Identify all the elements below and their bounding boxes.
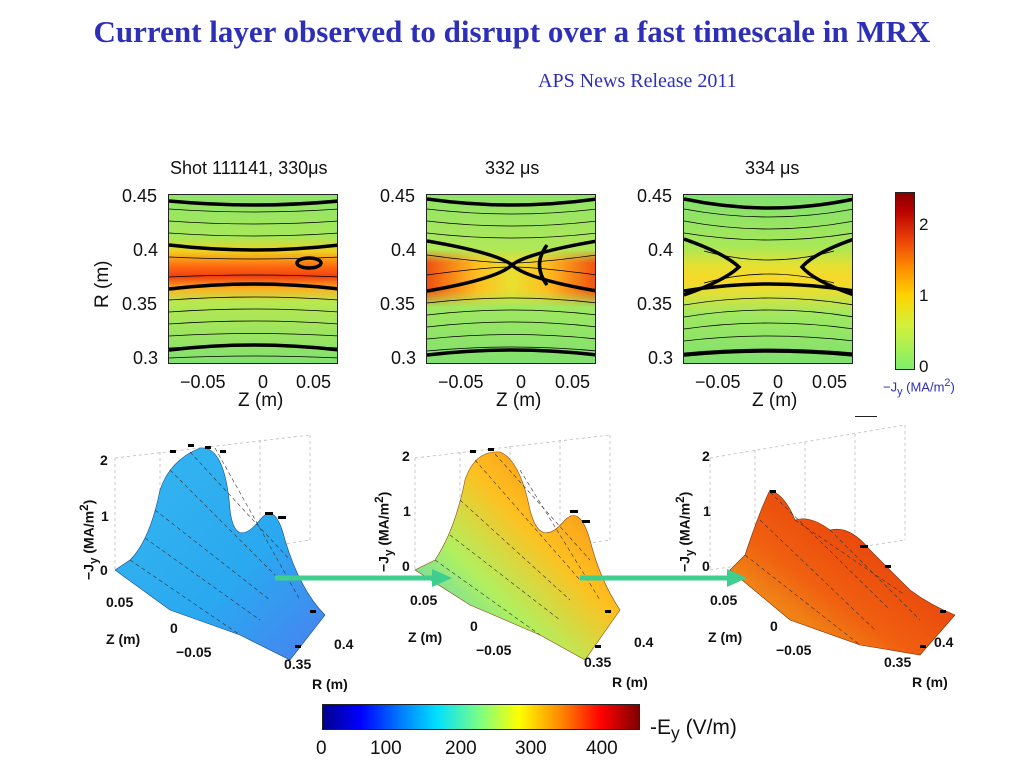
r-tick-3-04: 0.4 — [648, 240, 674, 260]
surf2-z-label: Z (m) — [408, 629, 443, 645]
surf2-jy-label: −Jy (MA/m2) — [373, 491, 396, 572]
transition-arrow-1 — [275, 569, 452, 587]
r-tick-3-035: 0.35 — [637, 294, 673, 314]
ey-tick-200: 200 — [445, 738, 477, 759]
z-tick-3-neg: −0.05 — [695, 372, 741, 392]
surf3-r-tick-04: 0.4 — [934, 634, 954, 650]
jy-colorbar-label: −Jy (MA/m2) — [883, 377, 955, 398]
z-tick-1-zero: 0 — [258, 372, 269, 392]
z-axis-label-1: Z (m) — [238, 390, 284, 411]
z-tick-2-neg: −0.05 — [438, 372, 484, 392]
contour-panel-330us — [168, 194, 338, 364]
z-tick-3-pos: 0.05 — [812, 372, 848, 392]
surf3-r-tick-035: 0.35 — [884, 654, 912, 670]
r-tick-3-03: 0.3 — [648, 348, 674, 368]
r-tick-2-03: 0.3 — [391, 348, 417, 368]
surf3-r-label: R (m) — [912, 674, 948, 690]
surf2-jy-tick-0: 0 — [402, 558, 410, 574]
surf3-jy-label: −Jy (MA/m2) — [674, 491, 697, 572]
z-tick-1-neg: −0.05 — [180, 372, 226, 392]
z-tick-2-zero: 0 — [516, 372, 527, 392]
surf2-z-tick-zero: 0 — [470, 618, 478, 634]
surface-plot-330us — [114, 434, 326, 661]
surf1-jy-tick-0: 0 — [100, 562, 108, 578]
surf1-z-tick-neg: −0.05 — [176, 644, 212, 660]
surf1-r-tick-04: 0.4 — [334, 636, 354, 652]
panel-title-3: 334 μs — [745, 158, 800, 178]
jy-colorbar-tick-2: 2 — [919, 215, 929, 234]
z-axis-label-3: Z (m) — [752, 390, 798, 411]
surf3-z-tick-neg: −0.05 — [776, 642, 812, 658]
surface-plot-332us — [414, 434, 621, 661]
ey-colorbar-label: -Ey (V/m) — [650, 716, 737, 744]
jy-colorbar-tick-1: 1 — [919, 286, 929, 305]
surf1-jy-label: −Jy (MA/m2) — [78, 499, 101, 580]
z-tick-1-pos: 0.05 — [296, 372, 332, 392]
surf2-jy-tick-1: 1 — [403, 503, 411, 519]
surf1-r-tick-035: 0.35 — [284, 656, 312, 672]
contour-panel-334us — [683, 194, 853, 364]
panel-title-2: 332 μs — [485, 158, 540, 178]
surf3-z-tick-pos: 0.05 — [710, 592, 738, 608]
jy-colorbar-tick-0: 0 — [919, 357, 929, 376]
surf1-z-tick-pos: 0.05 — [106, 594, 134, 610]
surf1-r-label: R (m) — [312, 676, 348, 692]
contour-panel-332us — [426, 194, 596, 364]
r-tick-1-03: 0.3 — [133, 348, 159, 368]
slide-subtitle: APS News Release 2011 — [538, 70, 737, 92]
r-tick-1-045: 0.45 — [122, 186, 158, 206]
surf3-z-label: Z (m) — [708, 629, 743, 645]
r-tick-2-035: 0.35 — [380, 294, 416, 314]
ey-tick-0: 0 — [316, 738, 327, 759]
z-axis-label-2: Z (m) — [496, 390, 542, 411]
surf1-z-label: Z (m) — [106, 631, 141, 647]
surf2-r-tick-04: 0.4 — [634, 634, 654, 650]
surf3-jy-tick-0: 0 — [702, 558, 710, 574]
r-tick-1-035: 0.35 — [122, 294, 158, 314]
z-tick-3-zero: 0 — [773, 372, 784, 392]
r-axis-label: R (m) — [92, 260, 113, 308]
slide-title: Current layer observed to disrupt over a… — [93, 14, 931, 49]
ey-tick-300: 300 — [515, 738, 547, 759]
surf3-jy-tick-2: 2 — [702, 448, 710, 464]
jy-colorbar — [895, 192, 915, 370]
surf2-z-tick-pos: 0.05 — [410, 592, 438, 608]
ey-colorbar — [322, 704, 640, 730]
surf1-z-tick-zero: 0 — [170, 620, 178, 636]
r-tick-1-04: 0.4 — [133, 240, 159, 260]
surf2-jy-tick-2: 2 — [402, 448, 410, 464]
surface-plot-334us — [709, 424, 956, 656]
surf2-r-label: R (m) — [612, 674, 648, 690]
surf3-jy-tick-1: 1 — [703, 503, 711, 519]
surf2-r-tick-035: 0.35 — [584, 654, 612, 670]
ey-tick-100: 100 — [370, 738, 402, 759]
r-tick-2-045: 0.45 — [380, 186, 416, 206]
surf3-z-tick-zero: 0 — [770, 618, 778, 634]
surf1-jy-tick-2: 2 — [100, 452, 108, 468]
r-tick-2-04: 0.4 — [391, 240, 417, 260]
z-tick-2-pos: 0.05 — [555, 372, 591, 392]
surf2-z-tick-neg: −0.05 — [476, 642, 512, 658]
panel-title-1: Shot 111141, 330μs — [170, 158, 328, 178]
r-tick-3-045: 0.45 — [637, 186, 673, 206]
separator-line — [855, 416, 877, 417]
ey-tick-400: 400 — [586, 738, 618, 759]
transition-arrow-2 — [580, 569, 747, 587]
surf1-jy-tick-1: 1 — [101, 508, 109, 524]
